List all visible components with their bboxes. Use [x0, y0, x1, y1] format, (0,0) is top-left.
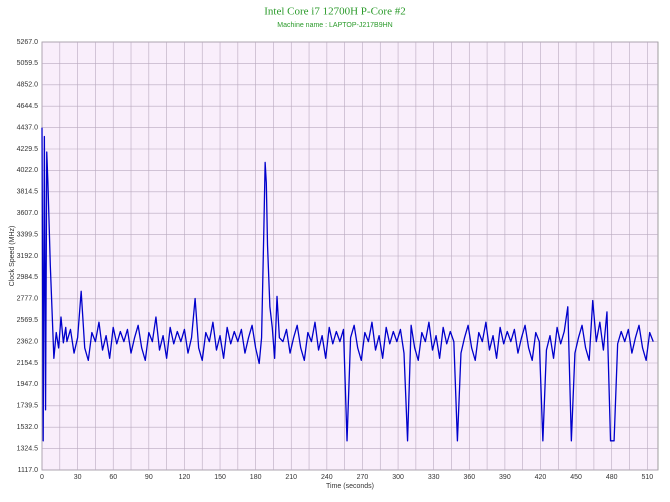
y-tick-label: 4229.5 — [17, 146, 39, 153]
y-tick-label: 2154.5 — [17, 360, 39, 367]
x-tick-label: 300 — [392, 474, 404, 481]
x-tick-label: 90 — [145, 474, 153, 481]
y-tick-label: 1324.5 — [17, 445, 39, 452]
x-tick-label: 210 — [285, 474, 297, 481]
y-tick-label: 5267.0 — [17, 39, 39, 46]
y-tick-label: 2569.5 — [17, 317, 39, 324]
y-tick-label: 5059.5 — [17, 60, 39, 67]
x-tick-label: 390 — [499, 474, 511, 481]
y-tick-label: 4437.0 — [17, 124, 39, 131]
x-tick-label: 330 — [428, 474, 440, 481]
y-tick-label: 4852.0 — [17, 82, 39, 89]
x-tick-label: 120 — [179, 474, 191, 481]
y-tick-label: 1947.0 — [17, 381, 39, 388]
y-tick-label: 1117.0 — [18, 467, 38, 474]
x-tick-label: 270 — [357, 474, 369, 481]
x-tick-label: 180 — [250, 474, 262, 481]
x-tick-label: 480 — [606, 474, 618, 481]
y-tick-label: 1532.0 — [17, 424, 39, 431]
y-tick-label: 4022.0 — [17, 167, 39, 174]
x-tick-label: 0 — [40, 474, 44, 481]
x-tick-label: 30 — [74, 474, 82, 481]
y-tick-label: 2362.0 — [17, 338, 39, 345]
y-axis-label: Clock Speed (MHz) — [9, 226, 16, 287]
x-tick-label: 420 — [535, 474, 547, 481]
y-tick-label: 3814.5 — [17, 189, 39, 196]
x-tick-label: 150 — [214, 474, 226, 481]
chart-title: Intel Core i7 12700H P-Core #2 — [264, 6, 405, 18]
x-tick-label: 60 — [109, 474, 117, 481]
x-tick-label: 450 — [570, 474, 582, 481]
y-tick-label: 2984.5 — [17, 274, 39, 281]
data-line — [41, 127, 654, 442]
y-tick-label: 1739.5 — [17, 403, 39, 410]
x-tick-label: 240 — [321, 474, 333, 481]
y-tick-label: 4644.5 — [17, 103, 39, 110]
x-tick-label: 510 — [641, 474, 653, 481]
y-tick-label: 3607.0 — [17, 210, 39, 217]
y-tick-label: 2777.0 — [17, 296, 39, 303]
y-tick-label: 3192.0 — [17, 253, 39, 260]
x-axis-label: Time (seconds) — [326, 483, 374, 490]
chart-subtitle: Machine name : LAPTOP-J217B9HN — [277, 22, 392, 29]
x-tick-label: 360 — [463, 474, 475, 481]
y-tick-label: 3399.5 — [17, 231, 39, 238]
